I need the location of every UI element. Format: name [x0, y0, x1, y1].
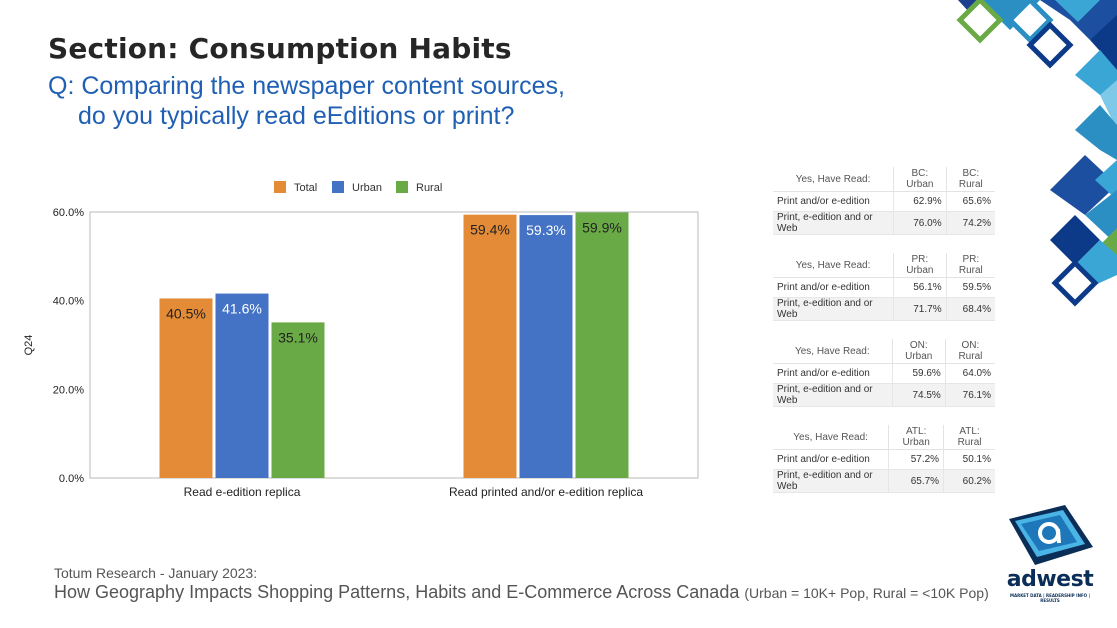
logo-tagline: MARKET DATA | READERSHIP INFO | RESULTS [1010, 593, 1090, 603]
urban-value: 62.9% [893, 191, 947, 212]
legend-swatch [274, 181, 286, 193]
urban-value: 65.7% [888, 469, 944, 493]
section-title: Section: Consumption Habits [48, 32, 512, 65]
data-label: 40.5% [166, 305, 206, 321]
row-label: Print, e-edition and or Web [773, 297, 894, 321]
urban-value: 57.2% [888, 449, 944, 470]
table-header-rural: ON: Rural [944, 339, 995, 364]
footer-title: How Geography Impacts Shopping Patterns,… [54, 582, 989, 603]
bar [215, 293, 269, 478]
data-label: 59.4% [470, 222, 510, 238]
rural-value: 76.1% [944, 383, 995, 407]
question-line-2: do you typically read eEditions or print… [78, 102, 515, 130]
x-tick-label: Read printed and/or e-edition replica [449, 485, 643, 499]
table-header-label: Yes, Have Read: [773, 425, 889, 450]
table-header-rural: ATL: Rural [943, 425, 995, 450]
legend-label: Rural [416, 182, 442, 194]
bar [271, 322, 325, 478]
table-header-rural: BC: Rural [945, 167, 995, 192]
logo-wordmark: adwest [1006, 567, 1094, 592]
table-row: Print, e-edition and or Web 74.5% 76.1% [773, 383, 995, 407]
row-label: Print, e-edition and or Web [773, 383, 893, 407]
table-row: Print and/or e-edition 57.2% 50.1% [773, 449, 995, 470]
urban-value: 56.1% [893, 277, 947, 298]
legend-label: Total [294, 182, 317, 194]
urban-value: 74.5% [891, 383, 946, 407]
bc-table: Yes, Have Read: BC: Urban BC: Rural Prin… [773, 167, 995, 235]
question-line-1: Q: Comparing the newspaper content sourc… [48, 72, 565, 100]
table-header-urban: PR: Urban [893, 253, 947, 278]
footer-note: (Urban = 10K+ Pop, Rural = <10K Pop) [744, 585, 989, 601]
table-row: Print and/or e-edition 59.6% 64.0% [773, 363, 995, 384]
urban-value: 76.0% [893, 211, 947, 235]
pr-table: Yes, Have Read: PR: Urban PR: Rural Prin… [773, 253, 995, 321]
rural-value: 68.4% [945, 297, 995, 321]
table-header-label: Yes, Have Read: [773, 253, 894, 278]
table-row: Print, e-edition and or Web 71.7% 68.4% [773, 297, 995, 321]
bar [463, 214, 517, 478]
table-header-urban: ATL: Urban [888, 425, 944, 450]
data-label: 35.1% [278, 329, 318, 345]
adwest-logo-mark-icon [1009, 505, 1093, 565]
bar-chart: 0.0% 20.0% 40.0% 60.0% Q24 Total Urban Rural 40.… [20, 165, 740, 510]
bar [519, 215, 573, 478]
y-tick-label: 60.0% [53, 207, 84, 219]
data-label: 59.9% [582, 219, 622, 235]
table-row: Print and/or e-edition 56.1% 59.5% [773, 277, 995, 298]
rural-value: 65.6% [945, 191, 995, 212]
legend-label: Urban [352, 182, 382, 194]
table-row: Print and/or e-edition 62.9% 65.6% [773, 191, 995, 212]
row-label: Print and/or e-edition [773, 277, 894, 298]
rural-value: 64.0% [944, 363, 995, 384]
table-row: Print, e-edition and or Web 76.0% 74.2% [773, 211, 995, 235]
decorative-diamond-pattern [956, 0, 1117, 307]
y-tick-label: 40.0% [53, 296, 84, 308]
atl-table: Yes, Have Read: ATL: Urban ATL: Rural Pr… [773, 425, 995, 493]
on-table: Yes, Have Read: ON: Urban ON: Rural Prin… [773, 339, 995, 407]
data-label: 59.3% [526, 222, 566, 238]
row-label: Print, e-edition and or Web [773, 211, 894, 235]
y-axis-label: Q24 [23, 335, 35, 356]
row-label: Print and/or e-edition [773, 191, 894, 212]
footer-title-text: How Geography Impacts Shopping Patterns,… [54, 582, 740, 602]
urban-value: 71.7% [893, 297, 947, 321]
y-tick-label: 0.0% [59, 473, 84, 485]
table-header-rural: PR: Rural [945, 253, 995, 278]
legend-swatch [332, 181, 344, 193]
y-tick-label: 20.0% [53, 384, 84, 396]
plot-frame [89, 211, 699, 479]
data-label: 41.6% [222, 301, 262, 317]
table-header-urban: ON: Urban [891, 339, 946, 364]
rural-value: 74.2% [945, 211, 995, 235]
x-tick-label: Read e-edition replica [184, 485, 301, 499]
bar [159, 298, 213, 478]
urban-value: 59.6% [891, 363, 946, 384]
rural-value: 59.5% [945, 277, 995, 298]
chart-svg: 0.0% 20.0% 40.0% 60.0% Q24 Total Urban Rural 40.… [23, 181, 699, 499]
adwest-logo: adwest MARKET DATA | READERSHIP INFO | R… [1000, 505, 1100, 605]
bar [575, 212, 629, 478]
table-header-label: Yes, Have Read: [773, 167, 894, 192]
table-header-label: Yes, Have Read: [773, 339, 893, 364]
table-row: Print, e-edition and or Web 65.7% 60.2% [773, 469, 995, 493]
rural-value: 60.2% [943, 469, 995, 493]
rural-value: 50.1% [943, 449, 995, 470]
row-label: Print and/or e-edition [773, 449, 889, 470]
legend-swatch [396, 181, 408, 193]
row-label: Print and/or e-edition [773, 363, 893, 384]
footer-source: Totum Research - January 2023: [54, 565, 258, 581]
row-label: Print, e-edition and or Web [773, 469, 889, 493]
table-header-urban: BC: Urban [893, 167, 947, 192]
